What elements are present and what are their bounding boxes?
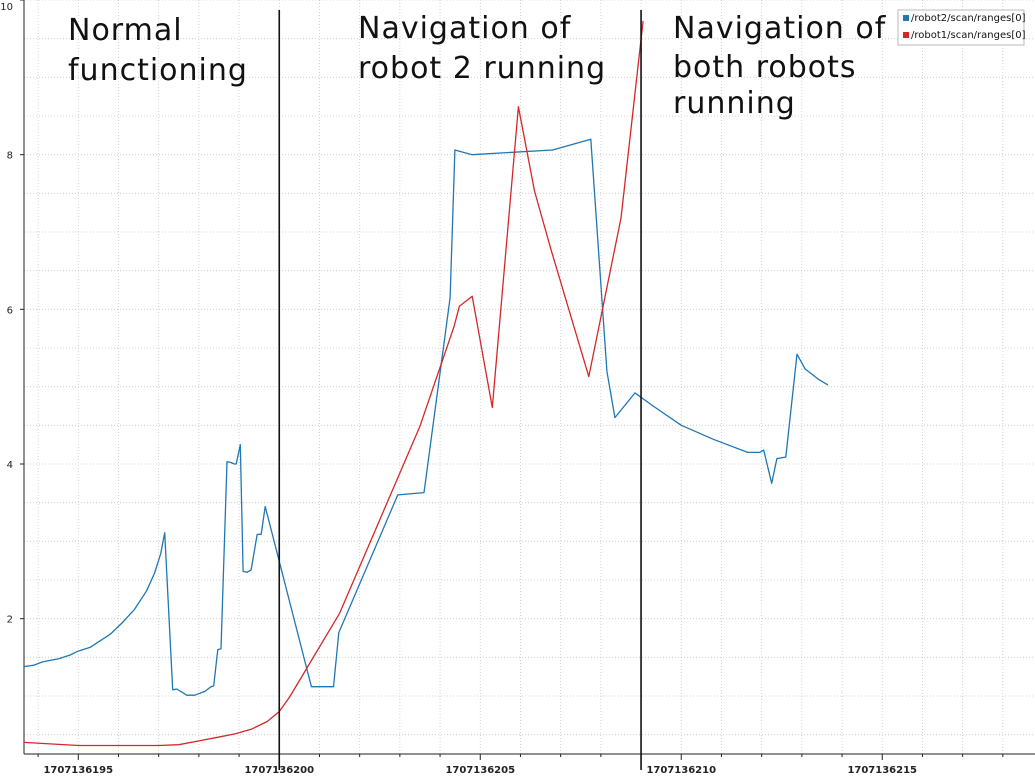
x-tick-label: 1707136195: [43, 765, 113, 776]
legend: /robot2/scan/ranges[0] /robot1/scan/rang…: [897, 9, 1026, 46]
annotation-robot2-line-1: Navigation of: [358, 11, 572, 46]
y-tick-label: 10: [0, 2, 13, 13]
y-axis-ticks: 2 4 6 8 10: [0, 0, 24, 626]
phase-divider-lines: [278, 10, 642, 770]
legend-label-robot1: /robot1/scan/ranges[0]: [911, 30, 1026, 41]
annotation-both-line-1: Navigation of: [673, 11, 887, 46]
x-tick-label: 1707136205: [445, 765, 515, 776]
annotation-normal-line-1: Normal: [68, 13, 183, 48]
axes: [23, 0, 1035, 755]
y-tick-label: 6: [7, 305, 13, 316]
annotation-normal-line-2: functioning: [68, 53, 248, 88]
annotation-normal: Normal functioning: [68, 13, 248, 88]
series-line-robot2: [23, 138, 829, 696]
annotation-robot2: Navigation of robot 2 running: [358, 11, 606, 86]
x-tick-label: 1707136210: [646, 765, 716, 776]
legend-swatch-robot1: [903, 32, 909, 38]
x-tick-label: 1707136215: [847, 765, 917, 776]
annotation-robot2-line-2: robot 2 running: [358, 51, 606, 86]
series-lines: [23, 20, 829, 747]
y-tick-label: 4: [7, 460, 13, 471]
annotation-both-line-2: both robots: [673, 50, 857, 85]
x-tick-label: 1707136200: [244, 765, 314, 776]
y-tick-label: 2: [7, 615, 13, 626]
grid: [24, 0, 1035, 754]
annotation-both-line-3: running: [673, 86, 796, 121]
annotation-both: Navigation of both robots running: [673, 11, 897, 121]
phase-annotations: Normal functioning Navigation of robot 2…: [68, 11, 897, 121]
legend-swatch-robot2: [903, 15, 909, 21]
series-line-robot1: [23, 20, 644, 747]
legend-label-robot2: /robot2/scan/ranges[0]: [911, 13, 1026, 24]
y-tick-label: 8: [7, 151, 13, 162]
legend-box: [897, 9, 1025, 46]
